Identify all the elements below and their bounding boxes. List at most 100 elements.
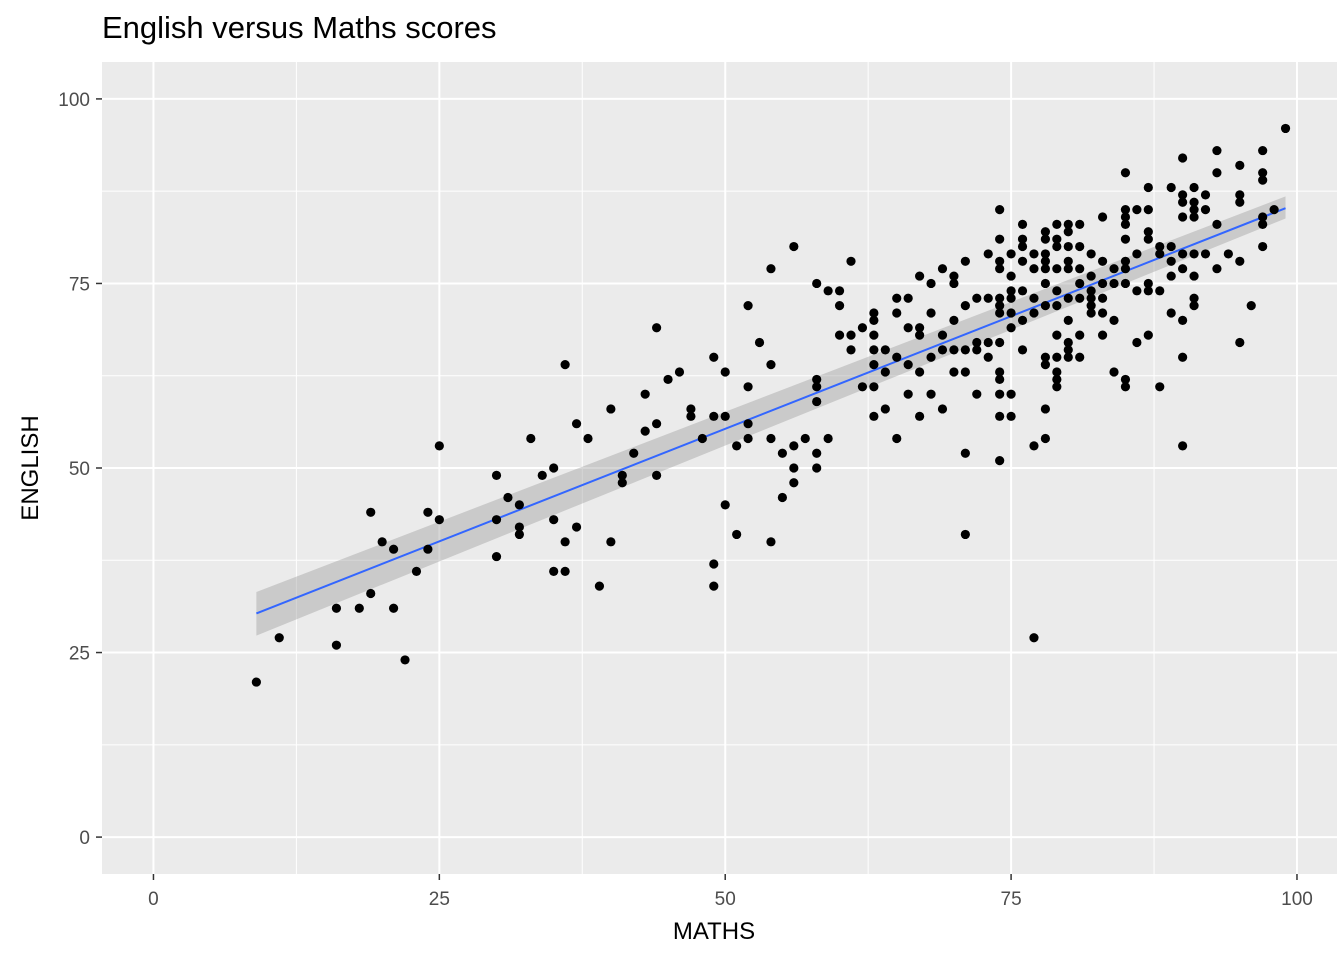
data-point — [1029, 249, 1039, 259]
data-point — [823, 433, 833, 444]
data-point — [549, 566, 559, 576]
data-point — [1075, 278, 1085, 289]
data-point — [1097, 293, 1108, 303]
data-point — [949, 271, 959, 281]
data-point — [1120, 212, 1131, 222]
data-point — [1075, 293, 1085, 303]
data-point — [823, 286, 833, 296]
data-point — [1052, 352, 1062, 362]
data-point — [937, 345, 948, 355]
data-point — [686, 411, 696, 421]
data-point — [1178, 315, 1188, 325]
data-point — [857, 382, 868, 392]
data-point — [1063, 315, 1073, 325]
data-point — [1178, 212, 1188, 222]
data-point — [674, 367, 685, 377]
data-point — [1143, 330, 1153, 340]
data-point — [1052, 367, 1062, 377]
y-tick-label: 50 — [69, 459, 90, 480]
data-point — [709, 411, 719, 421]
data-point — [1086, 301, 1096, 311]
data-point — [1017, 241, 1028, 252]
data-point — [1189, 301, 1199, 311]
data-point — [1006, 249, 1016, 259]
data-point — [652, 470, 662, 480]
data-point — [1178, 197, 1188, 207]
data-point — [354, 603, 364, 613]
data-point — [1097, 308, 1108, 318]
data-point — [1155, 249, 1165, 259]
data-point — [1017, 219, 1028, 229]
data-point — [1052, 330, 1062, 340]
x-tick-label: 0 — [148, 889, 159, 910]
data-point — [686, 404, 696, 414]
data-point — [1040, 227, 1051, 237]
data-point — [1075, 352, 1085, 362]
data-point — [857, 323, 868, 333]
data-point — [937, 264, 948, 274]
data-point — [960, 367, 970, 377]
data-point — [1086, 293, 1096, 303]
data-point — [1040, 249, 1051, 259]
data-point — [949, 345, 959, 355]
data-point — [1235, 160, 1245, 170]
data-point — [640, 426, 650, 436]
data-point — [1063, 352, 1073, 362]
data-point — [423, 507, 433, 517]
data-point — [1212, 219, 1222, 229]
data-point — [434, 515, 444, 525]
y-axis-tick-labels: 0 25 50 75 100 — [58, 90, 90, 849]
data-point — [709, 352, 719, 362]
data-point — [366, 507, 376, 517]
data-point — [1155, 286, 1165, 296]
data-point — [720, 367, 730, 377]
data-point — [1200, 249, 1211, 259]
data-point — [1040, 234, 1051, 244]
x-axis-tick-labels: 0 25 50 75 100 — [148, 889, 1313, 910]
data-point — [1178, 352, 1188, 362]
data-point — [937, 404, 948, 414]
data-point — [709, 581, 719, 591]
data-point — [1063, 227, 1073, 237]
data-point — [1212, 145, 1222, 156]
data-point — [400, 655, 410, 665]
data-point — [1040, 264, 1051, 274]
data-point — [1063, 256, 1073, 266]
data-point — [743, 382, 753, 392]
data-point — [732, 441, 742, 451]
data-point — [743, 433, 753, 444]
data-point — [560, 360, 570, 370]
data-point — [1189, 271, 1199, 281]
data-point — [766, 360, 776, 370]
data-point — [1143, 278, 1153, 289]
data-point — [1143, 234, 1153, 244]
data-point — [1040, 301, 1051, 311]
data-point — [995, 256, 1005, 266]
data-point — [537, 470, 547, 480]
data-point — [1212, 264, 1222, 274]
data-point — [1178, 264, 1188, 274]
data-point — [1029, 633, 1039, 643]
data-point — [1052, 219, 1062, 229]
data-point — [1120, 382, 1131, 392]
data-point — [503, 492, 513, 503]
data-point — [1029, 293, 1039, 303]
data-point — [697, 433, 707, 444]
data-point — [789, 241, 799, 252]
data-point — [1017, 286, 1028, 296]
data-point — [331, 603, 342, 613]
data-point — [491, 470, 502, 480]
data-point — [606, 537, 616, 547]
data-point — [1029, 441, 1039, 451]
data-point — [789, 441, 799, 451]
data-point — [640, 389, 650, 399]
data-point — [1178, 153, 1188, 163]
data-point — [1075, 219, 1085, 229]
data-point — [388, 544, 399, 554]
data-point — [1120, 374, 1131, 385]
data-point — [251, 677, 261, 687]
data-point — [960, 345, 970, 355]
major-gridlines — [102, 62, 1337, 874]
data-point — [1178, 190, 1188, 200]
